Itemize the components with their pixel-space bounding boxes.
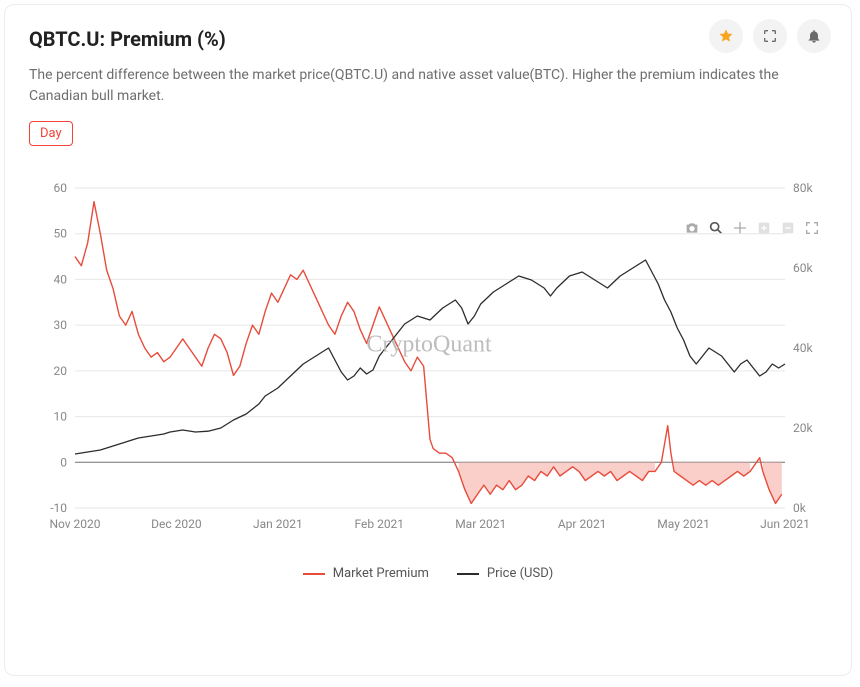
- svg-text:40k: 40k: [793, 341, 813, 355]
- card-actions: [709, 19, 831, 53]
- svg-text:0k: 0k: [793, 501, 807, 515]
- chart-legend: Market Premium Price (USD): [29, 566, 827, 581]
- svg-text:20k: 20k: [793, 421, 813, 435]
- svg-text:20: 20: [54, 364, 68, 378]
- chart-title: QBTC.U: Premium (%): [29, 27, 827, 51]
- svg-text:30: 30: [54, 318, 68, 332]
- interval-badge[interactable]: Day: [29, 121, 73, 146]
- chart-area: -10 0 10 20 30 40 50 60 0k 20k 40k 60k 80k Nov 2020 De…: [29, 178, 829, 558]
- svg-text:60k: 60k: [793, 261, 813, 275]
- svg-text:Jan 2021: Jan 2021: [253, 517, 303, 531]
- svg-text:Mar 2021: Mar 2021: [455, 517, 506, 531]
- svg-text:Dec 2020: Dec 2020: [151, 517, 202, 531]
- legend-item-price[interactable]: Price (USD): [457, 566, 553, 581]
- svg-text:60: 60: [54, 181, 68, 195]
- svg-text:Jun 2021: Jun 2021: [760, 517, 810, 531]
- chart-svg: -10 0 10 20 30 40 50 60 0k 20k 40k 60k 80k Nov 2020 De…: [29, 178, 829, 558]
- legend-swatch: [303, 573, 325, 575]
- svg-text:50: 50: [54, 227, 68, 241]
- legend-item-premium[interactable]: Market Premium: [303, 566, 429, 581]
- chart-description: The percent difference between the marke…: [29, 65, 789, 107]
- chart-card: QBTC.U: Premium (%) The percent differen…: [4, 4, 852, 676]
- svg-text:10: 10: [54, 410, 68, 424]
- expand-button[interactable]: [753, 19, 787, 53]
- svg-text:Feb 2021: Feb 2021: [354, 517, 404, 531]
- svg-text:May 2021: May 2021: [657, 517, 710, 531]
- legend-label: Market Premium: [333, 566, 429, 581]
- svg-text:80k: 80k: [793, 181, 813, 195]
- legend-label: Price (USD): [487, 566, 553, 581]
- svg-text:0: 0: [60, 455, 67, 469]
- svg-text:Apr 2021: Apr 2021: [558, 517, 607, 531]
- svg-text:40: 40: [54, 272, 68, 286]
- favorite-button[interactable]: [709, 19, 743, 53]
- svg-text:Nov 2020: Nov 2020: [49, 517, 100, 531]
- notifications-button[interactable]: [797, 19, 831, 53]
- legend-swatch: [457, 573, 479, 575]
- svg-text:-10: -10: [50, 501, 67, 515]
